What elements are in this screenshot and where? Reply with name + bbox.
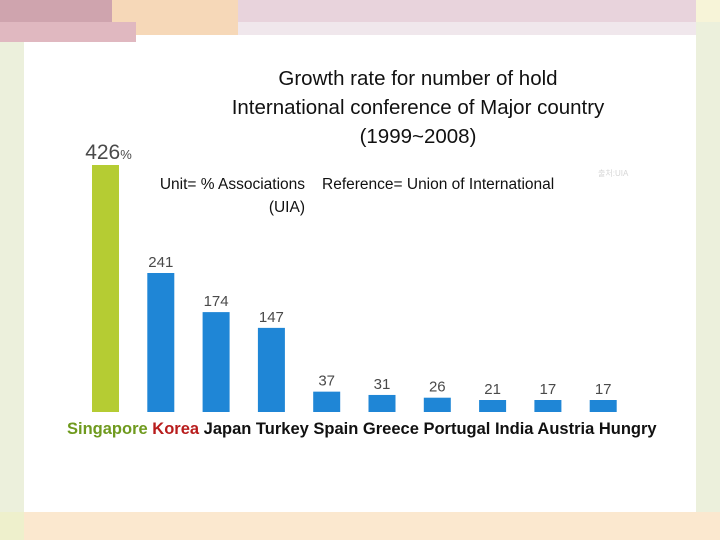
value-label-turkey: 147 — [259, 309, 284, 326]
bar-singapore — [92, 165, 119, 412]
value-label-india: 21 — [484, 381, 501, 398]
value-label-austria: 17 — [540, 381, 557, 398]
chart-title-line-2: International conference of Major countr… — [231, 96, 605, 119]
value-label-japan: 174 — [204, 293, 229, 310]
bar-india — [479, 400, 507, 412]
country-label-singapore: Singapore — [67, 420, 148, 438]
frame-right-band — [696, 22, 720, 512]
faint-source-text: 출처:UIA — [598, 169, 629, 178]
bar-spain — [313, 391, 341, 412]
bar-greece — [368, 394, 396, 412]
value-label-greece: 31 — [374, 376, 391, 393]
frame-top-block-pink — [0, 22, 136, 42]
value-label-spain: 37 — [318, 373, 335, 390]
chart-title-line-1: Growth rate for number of hold — [278, 67, 558, 90]
chart-title: Growth rate for number of hold Internati… — [168, 64, 668, 151]
bar-japan — [202, 312, 230, 412]
value-label-singapore: 426% — [85, 141, 132, 164]
frame-bottom-corner — [0, 512, 24, 540]
country-label-korea: Korea — [152, 420, 200, 438]
value-label-hungry: 17 — [595, 381, 612, 398]
chart-title-line-3: (1999~2008) — [359, 125, 477, 148]
bar-austria — [534, 400, 562, 412]
unit-note: Unit= % Associations (UIA) — [159, 176, 305, 216]
country-labels-rest: Japan Turkey Spain Greece Portugal India… — [203, 420, 657, 438]
bar-portugal — [423, 397, 451, 412]
frame-top-corner — [696, 0, 720, 22]
value-label-portugal: 26 — [429, 379, 446, 396]
frame-left-band — [0, 42, 24, 512]
reference-note: Reference= Union of International — [322, 176, 555, 193]
bar-korea — [147, 272, 175, 412]
frame-top-strip — [238, 22, 696, 35]
bar-hungry — [589, 400, 617, 412]
bar-turkey — [257, 327, 285, 412]
frame-bottom-band — [0, 512, 720, 540]
frame-top-block-rose — [0, 0, 112, 22]
value-label-korea: 241 — [148, 254, 173, 271]
country-labels: Singapore Korea Japan Turkey Spain Greec… — [67, 418, 667, 440]
